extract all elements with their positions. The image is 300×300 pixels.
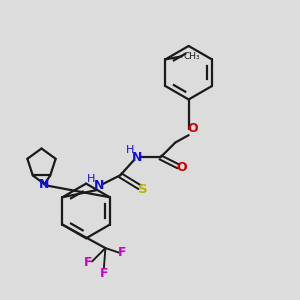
Text: S: S xyxy=(138,183,148,196)
Text: H: H xyxy=(126,145,134,155)
Text: F: F xyxy=(118,246,127,259)
Text: N: N xyxy=(94,179,105,192)
Text: N: N xyxy=(39,178,50,191)
Text: O: O xyxy=(187,122,198,135)
Text: H: H xyxy=(87,174,95,184)
Text: O: O xyxy=(176,161,187,174)
Text: F: F xyxy=(100,267,108,280)
Text: N: N xyxy=(131,151,142,164)
Text: F: F xyxy=(84,256,93,269)
Text: CH₃: CH₃ xyxy=(183,52,200,61)
